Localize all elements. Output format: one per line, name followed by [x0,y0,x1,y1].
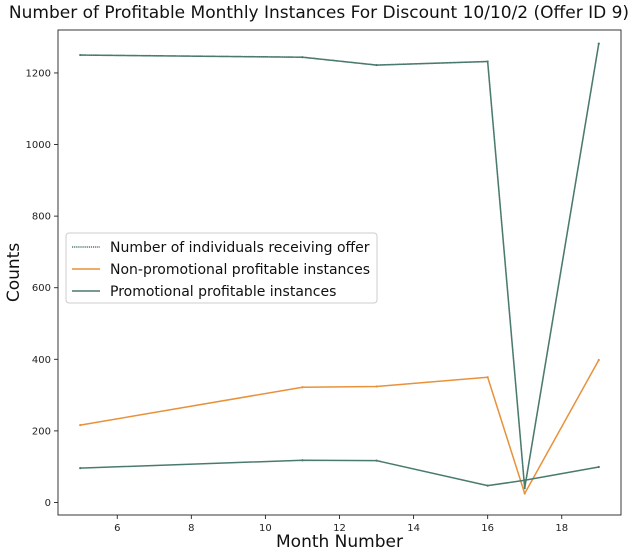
x-tick-label: 8 [188,523,194,534]
x-tick-label: 16 [481,523,494,534]
y-tick-label: 200 [32,426,51,437]
x-tick-label: 12 [333,523,346,534]
series-1-point [597,42,600,45]
y-tick-label: 1000 [26,140,51,151]
x-axis-label: Month Number [276,532,403,552]
series-line-3 [79,459,600,487]
series-1-point [79,53,82,57]
series-3-point [301,459,304,462]
chart-title: Number of Profitable Monthly Instances F… [8,3,630,23]
series-1-point [486,60,489,63]
series-layer [79,42,600,495]
series-line-2 [79,359,600,495]
series-3-point [486,484,489,487]
series-3-point [523,479,526,482]
y-tick-label: 800 [32,212,51,223]
series-3-point [375,459,378,462]
series-2-point [523,492,526,495]
x-tick-label: 10 [259,523,272,534]
series-2-point [301,386,304,389]
legend-label: Non-promotional profitable instances [110,262,370,278]
y-tick-label: 1200 [26,68,51,79]
series-line-1 [79,42,600,489]
series-3-point [79,467,82,470]
series-3-point [597,465,600,469]
series-1-point [523,487,526,490]
series-2-point [597,358,600,362]
legend-label: Number of individuals receiving offer [110,240,370,256]
x-tick-label: 18 [555,523,568,534]
series-2-point [375,385,378,388]
legend-box [65,232,378,304]
x-tick-label: 14 [407,523,420,534]
y-tick-label: 400 [32,355,51,366]
x-tick-label: 6 [114,523,120,534]
series-2-point [486,376,489,379]
y-axis: 0 200 400 600 800 1000 1200 [26,68,58,509]
series-1-point [375,63,378,67]
y-tick-label: 600 [32,283,51,294]
series-2-point [79,424,82,427]
legend-label: Promotional profitable instances [110,284,336,300]
y-tick-label: 0 [45,498,51,509]
y-axis-label: Counts [4,243,24,302]
series-1-point [301,56,304,59]
x-axis: 6 8 10 12 14 16 18 [114,515,568,534]
legend: Number of individuals receiving offer Non… [65,232,378,304]
